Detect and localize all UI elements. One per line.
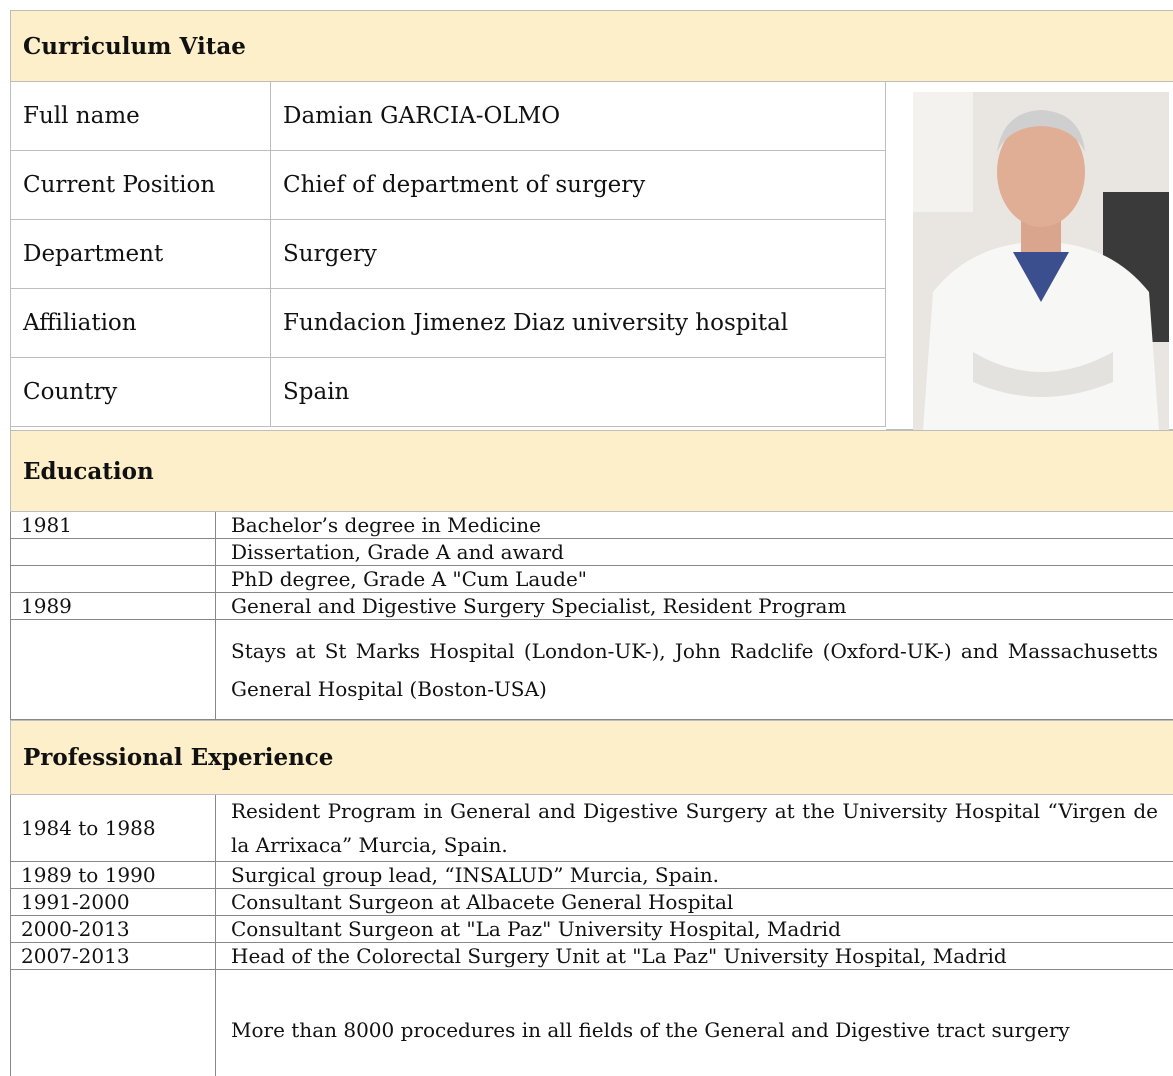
field-value: Chief of department of surgery	[271, 151, 886, 219]
field-label: Affiliation	[11, 289, 271, 357]
field-value: Spain	[271, 358, 886, 426]
table-row: PhD degree, Grade A "Cum Laude"	[11, 566, 1173, 593]
profile-row: Full name Damian GARCIA-OLMO	[11, 82, 886, 151]
field-value: Damian GARCIA-OLMO	[271, 82, 886, 150]
section-title: Professional Experience	[10, 720, 1173, 795]
description-cell: Consultant Surgeon at Albacete General H…	[231, 890, 734, 914]
description-cell: Surgical group lead, “INSALUD” Murcia, S…	[231, 863, 719, 887]
portrait-photo	[913, 92, 1169, 430]
profile-row: Department Surgery	[11, 220, 886, 289]
year-cell: 1991-2000	[11, 889, 216, 915]
profile-table: Full name Damian GARCIA-OLMO Current Posit…	[11, 82, 886, 430]
description-cell: General and Digestive Surgery Specialist…	[231, 594, 847, 618]
profile-row: Affiliation Fundacion Jimenez Diaz univer…	[11, 289, 886, 358]
field-label: Department	[11, 220, 271, 288]
table-row: 1989 General and Digestive Surgery Specia…	[11, 593, 1173, 620]
description-cell: Consultant Surgeon at "La Paz" Universit…	[231, 917, 841, 941]
table-row: 1989 to 1990 Surgical group lead, “INSALU…	[11, 862, 1173, 889]
year-cell	[11, 566, 216, 592]
table-row: 1984 to 1988 Resident Program in General …	[11, 795, 1173, 862]
profile-block: Full name Damian GARCIA-OLMO Current Posit…	[10, 82, 1173, 430]
field-label: Full name	[11, 82, 271, 150]
table-row: 2007-2013 Head of the Colorectal Surgery …	[11, 943, 1173, 970]
table-row: Dissertation, Grade A and award	[11, 539, 1173, 566]
table-row: 2000-2013 Consultant Surgeon at "La Paz" …	[11, 916, 1173, 943]
description-cell: Bachelor’s degree in Medicine	[231, 513, 542, 537]
cv-document: Curriculum Vitae Full name Damian GARCIA-…	[10, 10, 1173, 1076]
section-title: Education	[10, 430, 1173, 512]
field-label: Current Position	[11, 151, 271, 219]
year-cell	[11, 970, 216, 1076]
table-row: Stays at St Marks Hospital (London-UK-),…	[11, 620, 1173, 720]
photo-cell	[886, 82, 1173, 430]
description-cell: Stays at St Marks Hospital (London-UK-),…	[231, 638, 1158, 701]
education-table: 1981 Bachelor’s degree in Medicine Dissert…	[10, 512, 1173, 720]
description-cell: Resident Program in General and Digestiv…	[231, 799, 1158, 857]
year-cell: 1981	[11, 512, 216, 538]
field-label: Country	[11, 358, 271, 426]
table-row: 1991-2000 Consultant Surgeon at Albacete …	[11, 889, 1173, 916]
field-value: Fundacion Jimenez Diaz university hospit…	[271, 289, 886, 357]
profile-row: Country Spain	[11, 358, 886, 427]
cv-title: Curriculum Vitae	[10, 10, 1173, 82]
year-cell: 1989 to 1990	[11, 862, 216, 888]
year-cell	[11, 620, 216, 719]
experience-table: 1984 to 1988 Resident Program in General …	[10, 795, 1173, 1076]
table-row: 1981 Bachelor’s degree in Medicine	[11, 512, 1173, 539]
description-cell: PhD degree, Grade A "Cum Laude"	[231, 567, 588, 591]
year-cell	[11, 539, 216, 565]
description-cell: More than 8000 procedures in all fields …	[231, 1017, 1070, 1042]
year-cell: 2007-2013	[11, 943, 216, 969]
year-cell: 2000-2013	[11, 916, 216, 942]
year-cell: 1989	[11, 593, 216, 619]
field-value: Surgery	[271, 220, 886, 288]
profile-row: Current Position Chief of department of s…	[11, 151, 886, 220]
table-row: More than 8000 procedures in all fields …	[11, 970, 1173, 1076]
description-cell: Dissertation, Grade A and award	[231, 540, 564, 564]
description-cell: Head of the Colorectal Surgery Unit at "…	[231, 944, 1007, 968]
year-cell: 1984 to 1988	[11, 795, 216, 861]
